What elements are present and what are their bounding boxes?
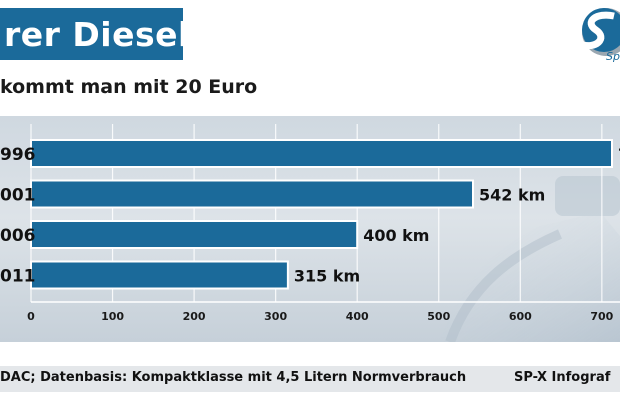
x-axis-ticks: 0 100 200 300 400 500 600 700 <box>27 310 614 323</box>
x-tick-label: 200 <box>183 310 206 323</box>
chart-panel: 996 7 001 542 km 006 400 km 011 315 km 0 100 200 3… <box>0 116 620 342</box>
bar-chart: 996 7 001 542 km 006 400 km 011 315 km 0 100 200 3… <box>0 124 620 342</box>
x-tick-label: 500 <box>427 310 450 323</box>
value-label: 7 <box>618 145 620 164</box>
x-tick-label: 100 <box>101 310 124 323</box>
logo-text: Sp <box>606 50 620 63</box>
value-label: 542 km <box>479 186 545 205</box>
category-label: 006 <box>0 226 36 246</box>
chart-subtitle: kommt man mit 20 Euro <box>0 76 258 98</box>
bar-011 <box>30 260 289 290</box>
category-label: 996 <box>0 145 36 165</box>
spx-logo <box>566 6 620 68</box>
footer-bar: DAC; Datenbasis: Kompaktklasse mit 4,5 L… <box>0 366 620 392</box>
title-banner: rer Diesel <box>0 8 183 60</box>
x-tick-label: 400 <box>346 310 369 323</box>
category-label: 011 <box>0 267 36 287</box>
bar-001 <box>30 179 475 209</box>
x-tick-label: 600 <box>509 310 532 323</box>
spx-logo-icon <box>578 8 620 56</box>
value-label: 400 km <box>363 226 429 245</box>
x-tick-label: 700 <box>590 310 613 323</box>
chart-bars: 996 7 001 542 km 006 400 km 011 315 km <box>0 139 620 290</box>
bar-006 <box>30 220 359 249</box>
x-tick-label: 300 <box>264 310 287 323</box>
x-tick-label: 0 <box>27 310 35 323</box>
chart-title: rer Diesel <box>4 14 183 54</box>
value-label: 315 km <box>294 267 360 286</box>
bar-996 <box>30 139 613 168</box>
source-note: DAC; Datenbasis: Kompaktklasse mit 4,5 L… <box>0 370 467 385</box>
category-label: 001 <box>0 186 36 206</box>
background-fuel-nozzle <box>440 176 620 342</box>
credit-note: SP-X Infograf <box>514 370 611 385</box>
